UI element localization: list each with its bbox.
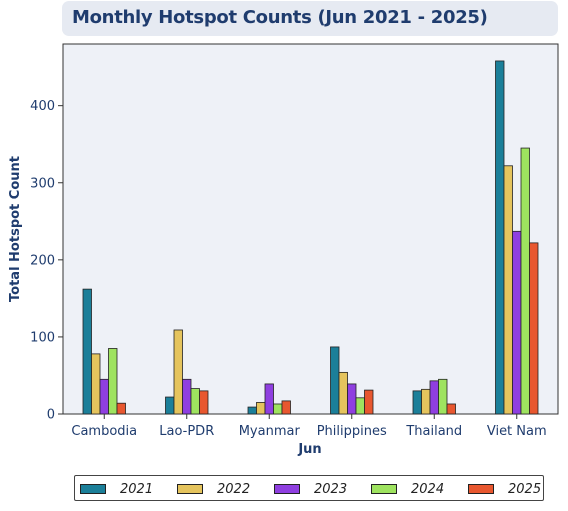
y-tick-label: 200 — [30, 253, 55, 268]
x-tick-label-viet-nam: Viet Nam — [487, 424, 547, 439]
chart-title: Monthly Hotspot Counts (Jun 2021 - 2025) — [72, 7, 488, 28]
y-tick-label: 400 — [30, 99, 55, 114]
bar-thailand-2025 — [446, 403, 456, 415]
x-tick-label-philippines: Philippines — [317, 424, 387, 439]
bar-lao-pdr-2021 — [165, 396, 175, 415]
legend-swatch — [468, 484, 494, 494]
bar-thailand-2022 — [421, 388, 431, 415]
x-axis: Cambodia Lao-PDR Myanmar Philippines Thailan… — [71, 414, 547, 439]
bar-thailand-2023 — [429, 380, 439, 415]
bar-viet-nam-2023 — [512, 230, 522, 415]
bar-viet-nam-2024 — [520, 147, 530, 415]
bar-viet-nam-2022 — [503, 165, 513, 415]
bar-thailand-2021 — [412, 390, 422, 415]
legend-swatch — [80, 484, 106, 494]
x-tick-label-thailand: Thailand — [405, 424, 462, 439]
x-tick-label-myanmar: Myanmar — [239, 424, 301, 439]
x-tick-label-cambodia: Cambodia — [71, 424, 137, 439]
y-axis-label: Total Hotspot Count — [8, 156, 23, 302]
legend-item-2021: 2021 — [80, 481, 153, 497]
bar-philippines-2025 — [364, 389, 374, 415]
bar-myanmar-2021 — [247, 406, 257, 415]
bar-philippines-2024 — [355, 397, 365, 415]
bar-cambodia-2023 — [99, 378, 109, 415]
legend-label: 2024 — [411, 481, 445, 497]
bar-chart: 0 100 200 300 400 Cambodia Lao-PDR Myanmar Phil… — [8, 43, 559, 457]
legend-item-2024: 2024 — [371, 481, 444, 497]
legend-item-2023: 2023 — [274, 481, 347, 497]
bar-viet-nam-2021 — [495, 60, 505, 415]
bar-lao-pdr-2025 — [199, 390, 209, 415]
bar-myanmar-2025 — [281, 400, 291, 415]
bar-philippines-2023 — [347, 383, 357, 415]
legend-label: 2022 — [217, 481, 251, 497]
bar-myanmar-2023 — [264, 383, 274, 415]
bar-cambodia-2021 — [82, 288, 92, 415]
plot-area — [62, 43, 559, 415]
chart-title-box: Monthly Hotspot Counts (Jun 2021 - 2025) — [62, 1, 558, 36]
bar-lao-pdr-2024 — [190, 388, 200, 415]
bar-cambodia-2024 — [108, 348, 118, 415]
bar-myanmar-2022 — [256, 402, 266, 415]
bar-philippines-2022 — [338, 371, 348, 415]
bar-viet-nam-2025 — [529, 242, 539, 415]
legend-label: 2021 — [120, 481, 154, 497]
legend-swatch — [177, 484, 203, 494]
x-tick-label-lao-pdr: Lao-PDR — [159, 424, 214, 439]
bar-lao-pdr-2023 — [182, 378, 192, 415]
legend-label: 2023 — [314, 481, 348, 497]
y-tick-label: 100 — [30, 330, 55, 345]
y-tick-label: 300 — [30, 176, 55, 191]
bar-philippines-2021 — [330, 346, 340, 415]
legend-label: 2025 — [508, 481, 542, 497]
legend-swatch — [274, 484, 300, 494]
bar-cambodia-2025 — [116, 402, 126, 415]
legend-swatch — [371, 484, 397, 494]
y-axis: 0 100 200 300 400 — [30, 99, 63, 423]
bar-lao-pdr-2022 — [173, 329, 183, 415]
bar-myanmar-2024 — [273, 403, 283, 415]
bar-cambodia-2022 — [91, 353, 101, 415]
legend-item-2022: 2022 — [177, 481, 250, 497]
y-tick-label: 0 — [47, 408, 55, 423]
bar-thailand-2024 — [438, 378, 448, 415]
legend-item-2025: 2025 — [468, 481, 541, 497]
bars-group — [82, 60, 539, 415]
legend: 2021 2022 2023 2024 2025 — [74, 475, 544, 501]
x-axis-label: Jun — [297, 442, 321, 457]
